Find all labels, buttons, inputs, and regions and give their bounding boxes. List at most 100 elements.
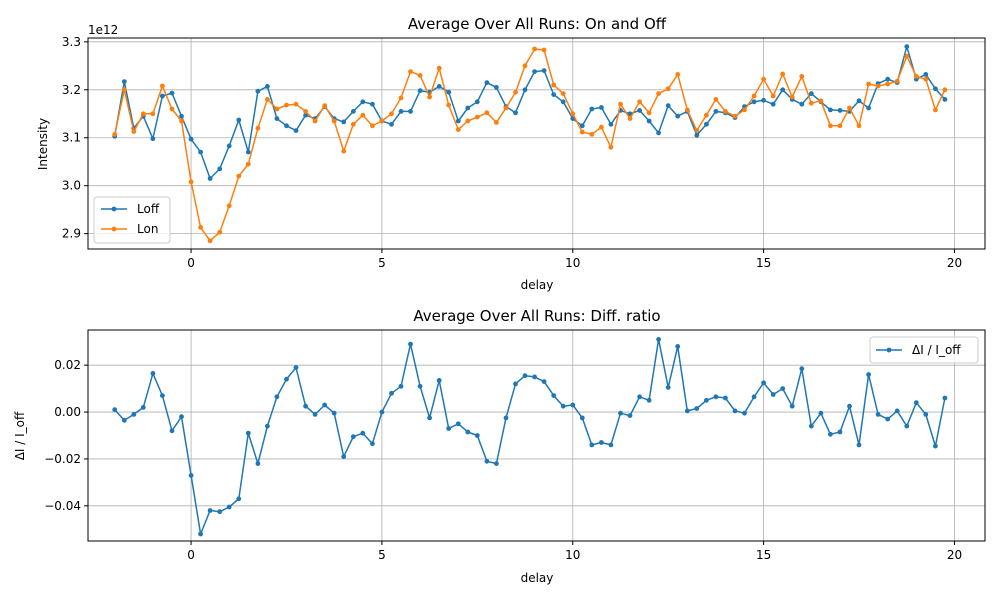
data-point bbox=[799, 74, 805, 79]
y-tick-label: 0.02 bbox=[54, 358, 81, 372]
data-point bbox=[541, 68, 547, 73]
data-point bbox=[885, 76, 891, 82]
data-point bbox=[532, 46, 537, 52]
data-point bbox=[541, 47, 547, 53]
legend-lon-label: Lon bbox=[137, 222, 158, 236]
data-point bbox=[484, 80, 490, 85]
data-point bbox=[188, 473, 194, 478]
data-point bbox=[255, 461, 261, 466]
data-point bbox=[408, 341, 413, 347]
data-point bbox=[341, 148, 347, 154]
data-point bbox=[589, 106, 595, 112]
intensity-chart-title: Average Over All Runs: On and Off bbox=[408, 15, 667, 33]
data-point bbox=[856, 98, 862, 104]
ratio-legend: ΔI / I_off bbox=[869, 336, 979, 364]
data-point bbox=[599, 440, 604, 445]
data-point bbox=[713, 394, 719, 400]
data-point bbox=[322, 103, 328, 108]
data-point bbox=[646, 110, 652, 116]
data-point bbox=[751, 99, 757, 105]
data-point bbox=[160, 393, 165, 398]
intensity-legend: Loff Lon bbox=[93, 196, 171, 244]
data-point bbox=[198, 225, 204, 230]
ratio-x-axis-label: delay bbox=[521, 571, 554, 585]
data-point bbox=[226, 203, 232, 209]
data-point bbox=[436, 378, 442, 383]
data-point bbox=[828, 431, 833, 437]
data-point bbox=[150, 371, 156, 376]
data-point bbox=[933, 107, 938, 113]
data-point bbox=[704, 112, 709, 118]
data-point bbox=[455, 118, 461, 124]
data-point bbox=[904, 53, 910, 59]
data-point bbox=[551, 92, 557, 97]
data-point bbox=[866, 81, 871, 87]
data-point bbox=[207, 238, 213, 244]
data-point bbox=[474, 433, 480, 438]
data-point bbox=[589, 442, 595, 448]
data-point bbox=[704, 397, 709, 403]
data-point bbox=[255, 88, 261, 94]
data-point bbox=[885, 81, 891, 87]
data-point bbox=[331, 410, 337, 416]
data-point bbox=[503, 415, 509, 421]
data-point bbox=[780, 71, 786, 77]
x-tick-label: 10 bbox=[565, 548, 580, 562]
data-point bbox=[675, 113, 681, 119]
data-point bbox=[370, 123, 375, 129]
data-point bbox=[140, 405, 146, 410]
data-point bbox=[188, 179, 194, 185]
data-point bbox=[265, 84, 270, 89]
data-point bbox=[322, 402, 328, 408]
data-point bbox=[169, 90, 175, 96]
data-point bbox=[894, 78, 900, 84]
data-point bbox=[770, 101, 776, 107]
data-point bbox=[293, 365, 299, 370]
data-point bbox=[808, 100, 814, 106]
legend-ratio-marker bbox=[886, 347, 892, 353]
data-point bbox=[875, 412, 881, 417]
data-point bbox=[360, 112, 366, 118]
data-point bbox=[942, 395, 948, 401]
data-point bbox=[904, 423, 910, 429]
ratio-series bbox=[112, 337, 948, 537]
data-point bbox=[217, 509, 223, 515]
series-line-iioff bbox=[114, 338, 946, 535]
data-point bbox=[618, 410, 623, 416]
data-point bbox=[761, 380, 766, 386]
data-point bbox=[274, 116, 280, 121]
data-point bbox=[121, 87, 127, 93]
data-point bbox=[866, 372, 871, 377]
data-point bbox=[226, 504, 232, 510]
data-point bbox=[245, 430, 251, 436]
data-point bbox=[808, 423, 814, 429]
y-tick-label: 3.2 bbox=[62, 83, 81, 97]
data-point bbox=[560, 99, 566, 105]
data-point bbox=[455, 421, 461, 427]
data-point bbox=[417, 383, 423, 389]
data-point bbox=[799, 101, 805, 107]
data-point bbox=[160, 93, 165, 99]
data-point bbox=[723, 395, 728, 401]
ratio-legend-box bbox=[869, 336, 979, 364]
data-point bbox=[751, 394, 757, 400]
data-point bbox=[398, 383, 404, 389]
data-point bbox=[551, 82, 557, 88]
data-point bbox=[780, 386, 786, 391]
data-point bbox=[160, 83, 165, 89]
data-point bbox=[560, 91, 566, 96]
data-point bbox=[274, 394, 280, 400]
data-point bbox=[684, 408, 690, 414]
data-point bbox=[656, 91, 661, 96]
data-point bbox=[265, 97, 270, 102]
legend-ratio-label: ΔI / I_off bbox=[912, 343, 961, 357]
data-point bbox=[656, 337, 661, 342]
data-point bbox=[942, 87, 948, 93]
y-tick-label: 3.0 bbox=[62, 179, 81, 193]
data-point bbox=[112, 132, 118, 137]
data-point bbox=[255, 125, 261, 131]
ratio-axes-frame bbox=[87, 329, 986, 542]
ratio-subplot: Average Over All Runs: Diff. ratio 0 5 10 1… bbox=[13, 307, 986, 585]
data-point bbox=[427, 415, 432, 421]
